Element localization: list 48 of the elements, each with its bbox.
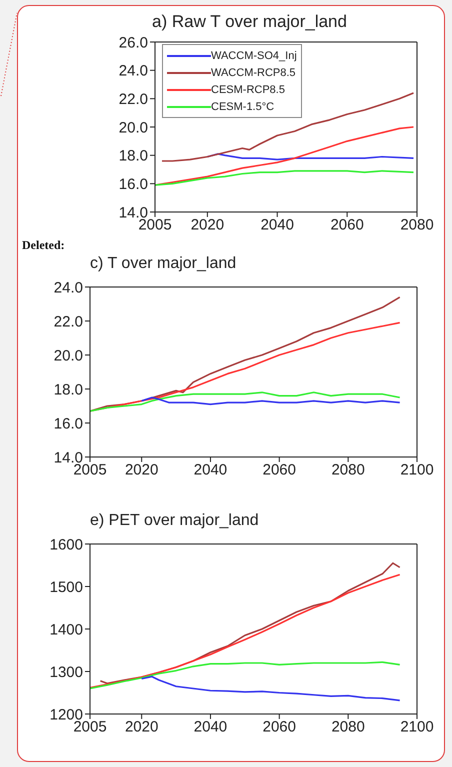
x-tick-label: 2040 (194, 718, 228, 736)
y-tick-label: 20.0 (118, 119, 148, 136)
text: Deleted: (22, 238, 65, 253)
x-tick-label: 2005 (138, 216, 172, 234)
x-tick-label: 2005 (73, 462, 107, 479)
chart-title: c) T over major_land (90, 255, 236, 273)
chart-title: a) Raw T over major_land (152, 12, 347, 32)
x-tick-label: 2060 (262, 462, 296, 479)
x-tick-label: 2040 (260, 216, 294, 234)
y-tick-label: 18.0 (54, 381, 83, 398)
y-tick-label: 1600 (50, 536, 83, 554)
y-tick-label: 1400 (50, 621, 83, 638)
line-series (161, 92, 414, 162)
line-series (140, 396, 401, 406)
line-series (90, 296, 401, 412)
x-tick-label: 2080 (331, 718, 365, 736)
y-tick-label: 24.0 (54, 279, 83, 296)
x-tick-label: 2020 (190, 216, 224, 234)
x-tick-label: 2060 (262, 718, 296, 736)
y-tick-label: 16.0 (118, 176, 148, 193)
x-tick-label: 2020 (124, 718, 158, 736)
y-tick-label: 20.0 (54, 347, 83, 364)
y-tick-label: 18.0 (118, 148, 148, 165)
legend-label: CESM-1.5°C (211, 100, 274, 112)
line-series (90, 661, 401, 690)
x-tick-label: 2100 (400, 462, 434, 479)
chart-title: e) PET over major_land (90, 512, 259, 530)
x-tick-label: 2100 (400, 718, 434, 736)
x-tick-label: 2020 (124, 462, 158, 479)
y-tick-label: 22.0 (118, 90, 148, 108)
x-tick-label: 2040 (194, 462, 228, 479)
line-series (90, 392, 401, 412)
y-tick-label: 22.0 (54, 313, 83, 330)
legend-label: WACCM-SO4_Inj (211, 50, 297, 62)
y-tick-label: 1500 (50, 578, 83, 596)
line-series (155, 126, 414, 186)
line-series (140, 676, 401, 702)
y-tick-label: 24.0 (118, 62, 148, 80)
legend-label: CESM-RCP8.5 (211, 84, 285, 96)
x-tick-label: 2080 (400, 216, 434, 234)
x-tick-label: 2005 (73, 718, 107, 736)
y-tick-label: 16.0 (54, 415, 83, 432)
y-tick-label: 1300 (50, 664, 83, 681)
line-series (155, 170, 414, 186)
legend-label: WACCM-RCP8.5 (211, 66, 296, 78)
x-tick-label: 2060 (330, 216, 364, 234)
x-tick-label: 2080 (331, 462, 365, 479)
y-tick-label: 26.0 (118, 34, 148, 52)
